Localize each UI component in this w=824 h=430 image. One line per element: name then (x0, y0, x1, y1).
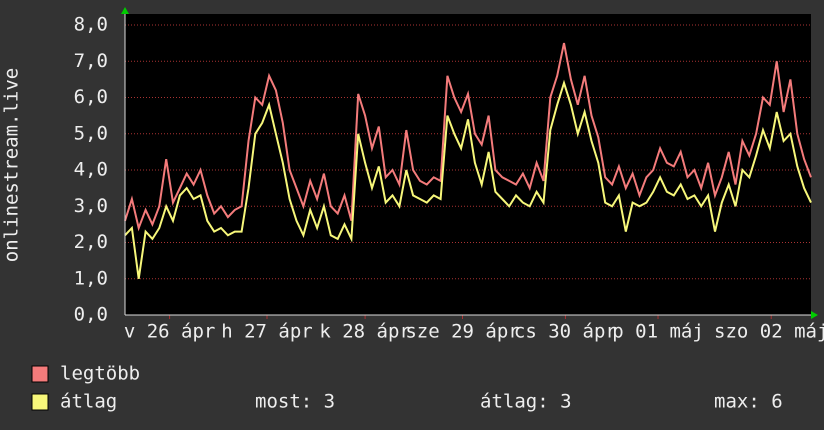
plot-area (125, 14, 811, 315)
axis-arrow (121, 7, 129, 14)
stat: most: 3 (255, 391, 335, 413)
x-tick-label: p 01 máj (612, 321, 704, 343)
legend-label: legtöbb (60, 363, 140, 385)
legend-swatch (31, 365, 49, 383)
series-line (124, 42, 812, 232)
x-tick-label: sze 29 ápr (405, 321, 519, 343)
series-line (124, 79, 812, 279)
x-tick-label: h 27 ápr (221, 321, 313, 343)
y-tick-label: 1,0 (74, 267, 108, 289)
stat: átlag: 3 (480, 391, 572, 413)
y-tick-label: 3,0 (74, 195, 108, 217)
y-axis-label: onlinestream.live (1, 68, 23, 262)
y-tick-label: 4,0 (74, 159, 108, 181)
x-tick-label: szo 02 máj (714, 321, 824, 343)
stat: max: 6 (714, 391, 783, 413)
y-tick-label: 6,0 (74, 86, 108, 108)
plot: 0,0 1,0 2,0 3,0 4,0 5,0 6,0 7,0 8,0 v 26 ápr h 27 … (74, 14, 824, 343)
x-tick-label: v 26 ápr (124, 321, 216, 343)
x-tick-label: k 28 ápr (319, 321, 411, 343)
y-tick-label: 0,0 (74, 304, 108, 326)
axis-arrow (811, 311, 818, 319)
x-tick-label: cs 30 ápr (514, 321, 617, 343)
y-tick-label: 8,0 (74, 14, 108, 36)
legend-swatch (31, 393, 49, 411)
y-tick-label: 5,0 (74, 122, 108, 144)
y-tick-label: 7,0 (74, 50, 108, 72)
y-tick-label: 2,0 (74, 231, 108, 253)
legend-label: átlag (60, 391, 117, 413)
